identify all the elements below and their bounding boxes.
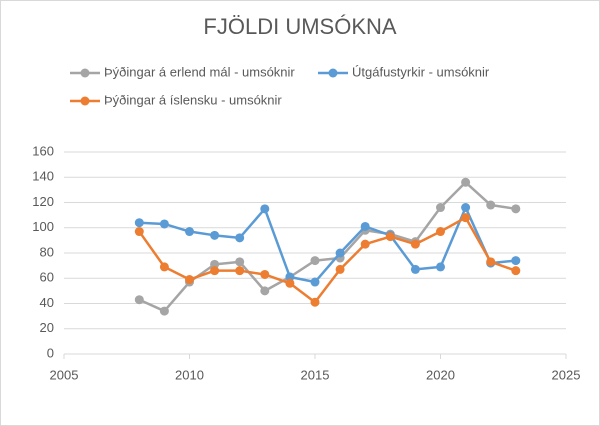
- legend-label: Þýðingar á erlend mál - umsóknir: [104, 64, 295, 79]
- point: [511, 266, 521, 276]
- y-tick-label: 20: [40, 320, 54, 335]
- point: [310, 256, 320, 266]
- point: [310, 297, 320, 307]
- series-line: [138, 216, 517, 304]
- point: [385, 232, 395, 242]
- legend-label: Þýðingar á íslensku - umsóknir: [104, 92, 282, 107]
- point: [335, 248, 345, 258]
- y-tick-label: 100: [32, 219, 54, 234]
- y-tick-label: 80: [40, 244, 54, 259]
- y-tick-label: 120: [32, 194, 54, 209]
- point: [159, 219, 169, 229]
- point: [134, 295, 144, 305]
- point: [285, 272, 295, 282]
- x-tick-label: 2010: [175, 367, 204, 382]
- point: [486, 257, 496, 267]
- legend-marker: [328, 68, 338, 78]
- point: [335, 264, 345, 274]
- point: [235, 266, 245, 276]
- point: [436, 227, 445, 237]
- point: [285, 278, 295, 288]
- point: [511, 256, 521, 266]
- point: [185, 275, 194, 285]
- point: [436, 203, 445, 213]
- y-tick-label: 160: [32, 143, 54, 158]
- point: [436, 262, 445, 272]
- point: [511, 204, 521, 214]
- y-tick-label: 60: [40, 270, 54, 285]
- point: [134, 227, 144, 237]
- series-line: [139, 206, 516, 284]
- point: [410, 239, 420, 249]
- point: [410, 264, 420, 274]
- point: [235, 257, 245, 267]
- point: [260, 204, 270, 214]
- point: [486, 200, 496, 210]
- point: [210, 230, 220, 240]
- point: [461, 203, 471, 213]
- point: [461, 213, 471, 223]
- x-tick-label: 2025: [552, 367, 581, 382]
- point: [210, 259, 220, 269]
- series-line: [138, 181, 516, 313]
- legend-marker: [80, 96, 90, 106]
- chart-title: FJÖLDI UMSÓKNA: [203, 14, 396, 39]
- legend-label: Útgáfustyrkir - umsóknir: [352, 64, 490, 79]
- point: [310, 277, 320, 287]
- point: [159, 306, 169, 316]
- point: [461, 177, 471, 187]
- y-tick-label: 40: [40, 295, 54, 310]
- point: [360, 221, 370, 231]
- point: [360, 239, 370, 249]
- y-tick-label: 140: [32, 169, 54, 184]
- legend-marker: [80, 68, 90, 78]
- point: [159, 262, 169, 272]
- point: [235, 233, 245, 243]
- point: [260, 286, 270, 296]
- point: [260, 269, 270, 279]
- x-tick-label: 2020: [426, 367, 455, 382]
- point: [185, 227, 194, 237]
- point: [210, 266, 220, 276]
- x-tick-label: 2015: [301, 367, 330, 382]
- y-tick-label: 0: [47, 345, 54, 360]
- point: [134, 218, 144, 228]
- x-tick-label: 2005: [50, 367, 79, 382]
